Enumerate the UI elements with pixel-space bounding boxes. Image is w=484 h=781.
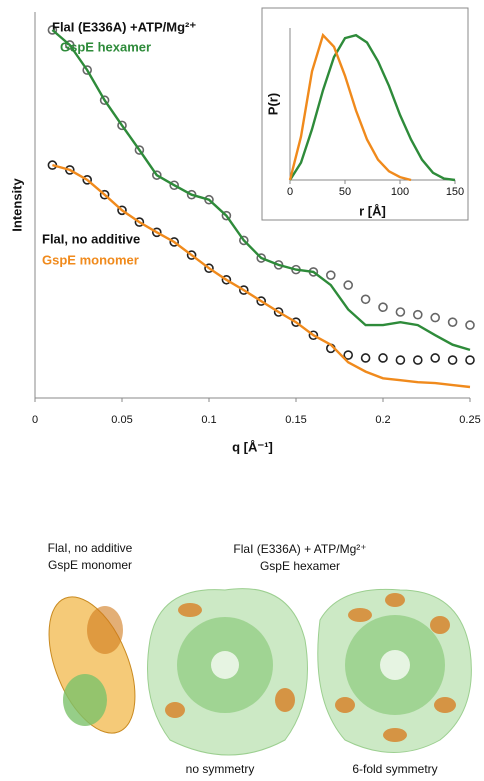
data-point	[360, 353, 371, 363]
data-point	[99, 95, 110, 106]
panel-label: FlaI (E336A) + ATP/Mg²⁺	[233, 542, 366, 556]
monomer-domain	[63, 674, 107, 726]
y-axis-label: Intensity	[9, 178, 24, 232]
data-point	[152, 227, 162, 238]
data-point	[99, 189, 110, 200]
panel-label: GspE hexamer	[260, 559, 340, 573]
x-tick-label: 150	[446, 186, 464, 198]
data-point	[395, 307, 406, 317]
data-point	[239, 285, 249, 295]
data-point	[430, 353, 441, 363]
y-axis-label: P(r)	[265, 93, 280, 115]
data-point	[412, 309, 423, 320]
data-point	[169, 237, 179, 247]
legend-label: GspE hexamer	[60, 39, 151, 54]
data-point	[291, 317, 301, 327]
data-point	[82, 175, 92, 185]
data-point	[360, 294, 371, 305]
x-axis-label: r [Å]	[359, 203, 386, 218]
x-tick-label: 0.15	[285, 414, 306, 426]
data-point	[186, 250, 197, 260]
data-point	[256, 253, 267, 263]
fit-line	[51, 29, 471, 352]
data-point	[82, 65, 92, 75]
legend-label: FlaI, no additive	[42, 231, 140, 246]
x-axis-label: q [Å⁻¹]	[232, 439, 273, 454]
monomer-domain	[87, 606, 123, 654]
inset-frame	[261, 7, 469, 221]
data-point	[239, 235, 249, 246]
x-tick-label: 0.25	[459, 414, 480, 426]
data-point	[152, 170, 162, 180]
data-point	[117, 205, 127, 216]
helices	[165, 593, 456, 742]
data-point	[378, 353, 388, 363]
data-point	[412, 355, 423, 365]
data-point	[256, 296, 267, 306]
data-point	[465, 355, 475, 365]
fit-line	[52, 163, 471, 389]
data-point	[221, 274, 232, 285]
data-point	[465, 320, 475, 330]
x-tick-label: 0	[32, 414, 38, 426]
x-tick-label: 0.1	[201, 414, 216, 426]
data-point	[308, 330, 319, 341]
data-point	[343, 350, 354, 360]
panel-label: FlaI, no additive	[48, 541, 133, 555]
panel-label: GspE monomer	[48, 558, 132, 572]
x-tick-label: 0	[287, 186, 293, 198]
data-point	[204, 263, 214, 274]
data-point	[47, 25, 58, 35]
fit-line	[288, 33, 456, 182]
x-tick-label: 100	[391, 186, 409, 198]
data-point	[117, 120, 127, 131]
data-point	[447, 355, 458, 365]
data-point	[273, 307, 284, 317]
data-point	[325, 270, 336, 280]
data-point	[447, 317, 458, 327]
data-point	[343, 280, 354, 290]
data-point	[221, 210, 232, 221]
structure-images	[48, 588, 472, 756]
data-point	[378, 302, 388, 313]
data-point	[65, 40, 75, 50]
x-tick-label: 0.2	[375, 414, 390, 426]
data-point	[395, 355, 406, 365]
fit-line	[288, 32, 412, 182]
legend-label: GspE monomer	[42, 252, 139, 267]
caption: no symmetry	[186, 762, 255, 776]
data-point	[134, 217, 145, 227]
x-tick-label: 50	[339, 186, 351, 198]
data-point	[134, 145, 145, 155]
x-tick-label: 0.05	[111, 414, 132, 426]
hexamer-pore	[211, 651, 239, 679]
data-point	[430, 312, 441, 323]
data-point	[169, 180, 179, 191]
legend-label: FlaI (E336A) +ATP/Mg²⁺	[52, 19, 196, 34]
hexamer-pore	[380, 650, 410, 680]
caption: 6-fold symmetry	[352, 762, 437, 776]
